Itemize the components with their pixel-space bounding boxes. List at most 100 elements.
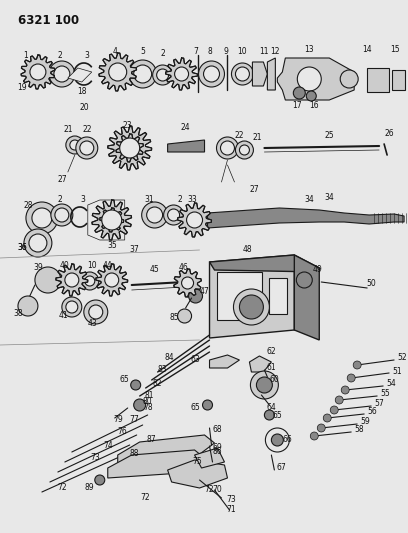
Text: 67: 67 [277, 464, 286, 472]
Circle shape [80, 141, 94, 155]
Text: 57: 57 [374, 400, 384, 408]
Text: 59: 59 [360, 417, 370, 426]
Polygon shape [108, 126, 152, 170]
Text: 36: 36 [17, 244, 27, 253]
Polygon shape [210, 255, 319, 272]
Text: 87: 87 [147, 435, 156, 445]
Circle shape [220, 141, 235, 155]
Circle shape [168, 209, 180, 221]
Text: 51: 51 [392, 367, 402, 376]
Circle shape [164, 205, 184, 225]
Circle shape [62, 297, 82, 317]
Circle shape [153, 65, 173, 85]
Text: 88: 88 [130, 448, 140, 457]
Circle shape [296, 272, 312, 288]
Circle shape [199, 61, 224, 87]
Circle shape [129, 60, 157, 88]
Text: 1: 1 [24, 51, 28, 60]
Circle shape [66, 136, 84, 154]
Text: 63: 63 [191, 356, 200, 365]
Text: 46: 46 [179, 263, 188, 272]
Text: 66: 66 [282, 435, 292, 445]
Text: 43: 43 [88, 319, 98, 327]
Circle shape [24, 229, 52, 257]
Text: 16: 16 [309, 101, 319, 109]
Text: 21: 21 [63, 125, 73, 134]
Circle shape [49, 61, 75, 87]
Text: 80: 80 [143, 398, 153, 407]
Text: 14: 14 [362, 45, 372, 54]
Text: 65: 65 [120, 376, 130, 384]
Text: 49: 49 [313, 265, 322, 274]
Circle shape [54, 66, 70, 82]
Circle shape [146, 207, 163, 223]
Polygon shape [116, 134, 144, 162]
Text: 73: 73 [226, 496, 236, 505]
Text: 82: 82 [153, 378, 162, 387]
Text: 70: 70 [213, 486, 222, 495]
Text: 18: 18 [77, 87, 86, 96]
Polygon shape [208, 208, 404, 228]
Text: 78: 78 [143, 403, 153, 413]
Text: 21: 21 [253, 133, 262, 142]
Text: 13: 13 [304, 45, 314, 54]
Circle shape [142, 202, 168, 228]
Circle shape [157, 69, 169, 81]
Text: 48: 48 [243, 246, 252, 254]
Text: 83: 83 [158, 366, 167, 375]
Circle shape [317, 424, 325, 432]
Polygon shape [99, 53, 137, 91]
Circle shape [55, 208, 69, 222]
Circle shape [120, 138, 140, 158]
Text: 15: 15 [390, 45, 400, 54]
Text: 72: 72 [140, 494, 149, 503]
Circle shape [264, 410, 274, 420]
Polygon shape [68, 68, 92, 82]
Text: 76: 76 [117, 427, 126, 437]
Circle shape [297, 67, 321, 91]
Circle shape [26, 202, 58, 234]
Circle shape [131, 380, 141, 390]
Circle shape [256, 377, 273, 393]
Text: 28: 28 [23, 200, 33, 209]
Polygon shape [294, 255, 319, 340]
Text: 44: 44 [103, 261, 113, 270]
Circle shape [182, 277, 193, 289]
Bar [269, 278, 287, 314]
Polygon shape [210, 355, 239, 368]
Text: 9: 9 [223, 47, 228, 56]
Text: 23: 23 [123, 120, 133, 130]
Polygon shape [168, 460, 228, 488]
Circle shape [204, 66, 220, 82]
Text: 54: 54 [386, 379, 396, 389]
Circle shape [271, 434, 283, 446]
Text: 8: 8 [207, 47, 212, 56]
Text: 55: 55 [380, 390, 390, 399]
Circle shape [29, 234, 47, 252]
Text: 2: 2 [177, 196, 182, 205]
Polygon shape [177, 203, 211, 237]
Circle shape [341, 386, 349, 394]
Text: 47: 47 [200, 287, 209, 296]
Text: 38: 38 [13, 309, 23, 318]
Circle shape [347, 374, 355, 382]
Text: 85: 85 [170, 313, 180, 322]
Circle shape [233, 289, 269, 325]
Text: 65: 65 [273, 410, 282, 419]
Text: 61: 61 [266, 364, 276, 373]
Text: 79: 79 [113, 416, 122, 424]
Circle shape [293, 87, 305, 99]
Text: 10: 10 [237, 47, 247, 56]
Text: 86: 86 [213, 448, 222, 456]
Text: 11: 11 [259, 47, 269, 56]
Polygon shape [100, 208, 124, 232]
Circle shape [265, 428, 289, 452]
Circle shape [188, 289, 202, 303]
Circle shape [353, 361, 361, 369]
Text: 60: 60 [270, 376, 279, 384]
Text: 7: 7 [193, 47, 198, 56]
Circle shape [177, 309, 192, 323]
Polygon shape [210, 255, 294, 338]
Circle shape [323, 414, 331, 422]
Polygon shape [166, 58, 197, 90]
